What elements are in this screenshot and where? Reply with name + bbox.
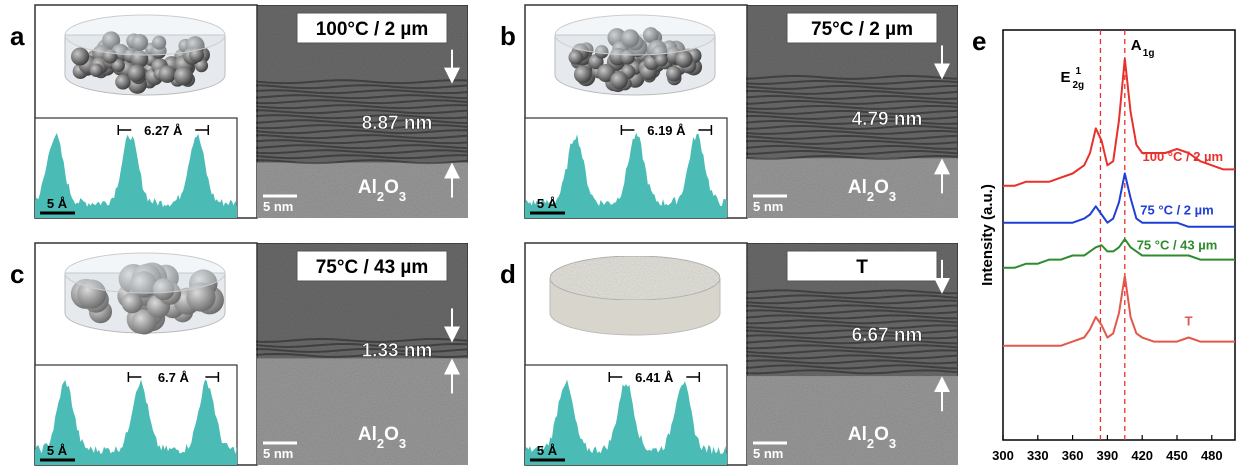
substrate-part: 2 [867,436,874,451]
spacing-label: 6.7 Å [158,370,190,385]
substrate-part: 2 [377,189,384,204]
profile-scale-label: 5 Å [537,196,558,211]
particle [676,51,693,68]
particle [158,65,176,83]
spacing-label: 6.27 Å [144,123,183,138]
substrate-part: O [384,177,399,198]
panel-letter: a [10,21,25,51]
particle [174,67,193,86]
particle [610,71,628,89]
series-label: 100 °C / 2 µm [1142,149,1223,164]
spacing-label: 6.19 Å [647,123,686,138]
x-tick-label: 420 [1131,448,1153,463]
disk-top [555,15,715,55]
condition-label: 75°C / 2 µm [811,19,913,40]
panel-letter: d [500,259,516,289]
condition-label: 75°C / 43 µm [316,257,429,278]
panel-letter: b [500,21,516,51]
plot-frame [1003,30,1235,440]
scale-bar-label: 5 nm [753,199,783,214]
spectrum [1003,59,1235,186]
scale-bar-label: 5 nm [263,199,293,214]
condition-label: T [856,257,868,278]
substrate-part: Al [358,177,377,198]
peak-label-sup: 1 [1075,66,1081,77]
profile-scale-label: 5 Å [537,443,558,458]
panel-letter: c [10,259,24,289]
particle [90,64,103,77]
x-tick-label: 360 [1062,448,1084,463]
substrate-part: O [384,424,399,445]
peak-label: E [1060,69,1070,86]
thickness-label: 1.33 nm [362,340,433,361]
thickness-label: 4.79 nm [852,109,923,130]
x-tick-label: 390 [1097,448,1119,463]
particle [666,66,682,82]
x-tick-label: 300 [992,448,1014,463]
particle [122,292,143,313]
substrate-part: 3 [399,189,406,204]
scale-bar-label: 5 nm [263,446,293,461]
substrate-part: O [874,424,889,445]
particle [569,50,584,65]
figure: a6.27 Å5 Å100°C / 2 µm8.87 nmAl2O35 nmb6… [0,0,1241,470]
disk-top [65,15,225,55]
substrate-part: 3 [889,436,896,451]
x-tick-label: 480 [1201,448,1223,463]
peak-label: A [1131,37,1142,54]
spacing-label: 6.41 Å [635,370,674,385]
substrate-part: O [874,177,889,198]
substrate-part: 2 [867,189,874,204]
profile-scale-label: 5 Å [47,196,68,211]
y-axis-label: Intensity (a.u.) [979,184,996,286]
spectrum [1003,276,1235,346]
substrate-part: Al [848,177,867,198]
series-label: 75 °C / 2 µm [1140,203,1213,218]
particle [71,47,89,65]
particle [655,54,668,67]
panel-letter: e [972,26,986,56]
particle [115,74,130,89]
peak-label-sub: 1g [1143,48,1155,59]
substrate-part: 3 [399,436,406,451]
substrate-part: 2 [377,436,384,451]
disk-top [550,256,720,300]
thickness-label: 6.67 nm [852,325,923,346]
substrate-part: 3 [889,189,896,204]
x-tick-label: 450 [1166,448,1188,463]
particle [574,65,592,83]
profile-scale-label: 5 Å [47,443,68,458]
series-label: T [1185,314,1193,329]
thickness-label: 8.87 nm [362,113,433,134]
disk-top [65,253,225,293]
peak-label-sub: 2g [1072,80,1084,91]
scale-bar-label: 5 nm [753,446,783,461]
particle [128,65,145,82]
series-label: 75 °C / 43 µm [1137,238,1218,253]
x-tick-label: 330 [1027,448,1049,463]
condition-label: 100°C / 2 µm [316,19,429,40]
substrate-part: Al [848,424,867,445]
substrate-part: Al [358,424,377,445]
